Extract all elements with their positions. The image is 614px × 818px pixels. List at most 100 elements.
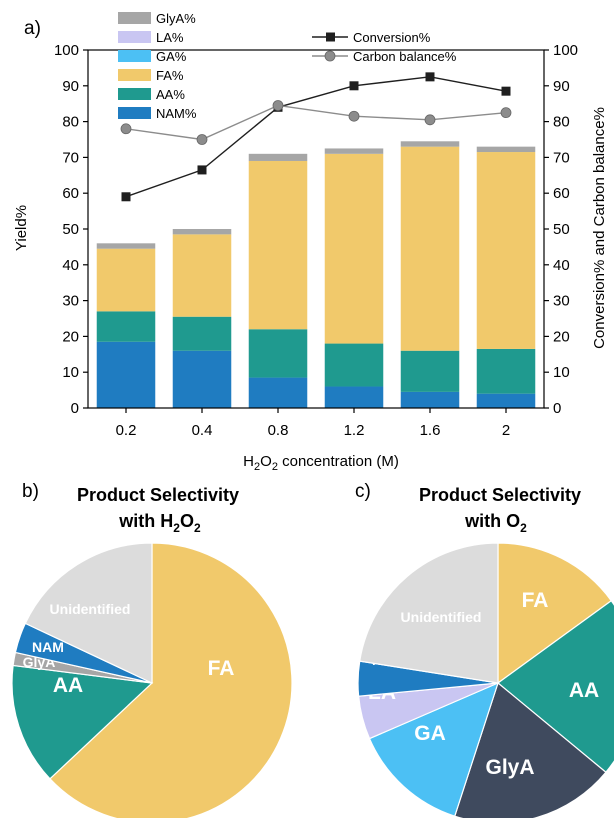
legend-marker-conversion: [326, 32, 335, 42]
legend-label-nam: NAM%: [156, 106, 197, 121]
bar-nam-0-4: [172, 350, 232, 408]
right-tick-label-30: 30: [553, 293, 570, 310]
slice-unidentified: [359, 542, 499, 684]
pie-b-title-line2: with H2O2: [118, 511, 201, 535]
legend-label-carbon: Carbon balance%: [353, 49, 457, 64]
bar-aa-1-2: [324, 343, 384, 387]
x-axis-label: H2O2 concentration (M): [243, 453, 399, 473]
bar-glya-2: [476, 146, 536, 153]
slice-label-aa: AA: [569, 679, 599, 702]
right-y-axis-label: Conversion% and Carbon balance%: [591, 107, 608, 349]
left-axis-ticks: 0 10 20 30 40 50 60 70 80 90 100: [54, 42, 88, 417]
bar-glya-1-6: [400, 141, 460, 147]
legend-swatch-aa: [118, 88, 151, 100]
bar-nam-0-8: [248, 377, 308, 408]
bar-nam-0-2: [96, 341, 156, 408]
bar-nam-1-2: [324, 386, 384, 408]
bar-aa-0-4: [172, 316, 232, 351]
right-tick-label-10: 10: [553, 364, 570, 381]
left-tick-label-40: 40: [62, 257, 79, 274]
legend-label-fa: FA%: [156, 68, 184, 83]
panel-label-a: a): [24, 18, 41, 39]
slice-label-nam: NAM: [32, 639, 64, 655]
x-tick-label-0-2: 0.2: [116, 422, 137, 439]
line-group: [120, 72, 512, 202]
panel-label-c: c): [355, 481, 371, 502]
x-tick-label-0-8: 0.8: [268, 422, 289, 439]
stacked-bar-chart: 0 10 20 30 40 50 60 70 80 90 100 0 10 20 30 40 50 60 70 80…: [13, 11, 608, 473]
panel-label-b: b): [22, 481, 39, 502]
legend-swatch-la: [118, 31, 151, 43]
legend-swatch-fa: [118, 69, 151, 81]
legend-swatch-nam: [118, 107, 151, 119]
bar-glya-0-8: [248, 153, 308, 161]
bar-fa-2: [476, 152, 536, 349]
x-tick-label-2: 2: [502, 422, 510, 439]
slice-fa: [49, 542, 293, 818]
bar-group: [96, 141, 536, 408]
point-carbon-2: [500, 107, 512, 119]
pie-b-title-line1: Product Selectivity: [77, 485, 239, 505]
left-tick-label-50: 50: [62, 221, 79, 238]
right-tick-label-90: 90: [553, 78, 570, 95]
point-carbon-0-2: [120, 123, 132, 135]
right-tick-label-50: 50: [553, 221, 570, 238]
slice-label-aa: AA: [53, 674, 83, 697]
right-tick-label-70: 70: [553, 149, 570, 166]
slice-unidentified: [24, 542, 153, 684]
bar-aa-0-2: [96, 311, 156, 342]
pie-chart-h2o2: Product Selectivity with H2O2 FAAAGlyANA…: [11, 485, 293, 818]
pie-c-slices: FAAAGlyAGALANAMUnidentified: [357, 542, 614, 818]
bar-fa-0-2: [96, 248, 156, 312]
point-carbon-1-6: [424, 114, 436, 126]
plot-frame: [87, 49, 545, 409]
line-legend: Conversion% Carbon balance%: [312, 30, 457, 64]
pie-c-title-line1: Product Selectivity: [419, 485, 581, 505]
legend-label-aa: AA%: [156, 87, 185, 102]
right-tick-label-20: 20: [553, 328, 570, 345]
bar-nam-2: [476, 393, 536, 408]
legend-marker-carbon: [324, 50, 336, 62]
pie-c-title-line2: with O2: [464, 511, 527, 535]
bar-fa-1-6: [400, 146, 460, 351]
point-carbon-1-2: [348, 110, 360, 122]
x-axis-ticks: 0.2 0.4 0.8 1.2 1.6 2: [116, 408, 510, 439]
left-tick-label-20: 20: [62, 328, 79, 345]
slice-glya: [453, 681, 607, 818]
point-carbon-0-8: [272, 100, 284, 111]
point-conversion-2: [501, 86, 511, 96]
bar-legend: GlyA% LA% GA% FA% AA% NAM%: [118, 11, 197, 121]
bar-fa-1-2: [324, 153, 384, 344]
bar-fa-0-4: [172, 234, 232, 317]
slice-fa: [497, 542, 613, 685]
bar-aa-2: [476, 348, 536, 394]
legend-label-conversion: Conversion%: [353, 30, 431, 45]
line-conversion: [125, 76, 507, 198]
slice-label-ga: GA: [414, 722, 446, 745]
right-tick-label-0: 0: [553, 400, 561, 417]
right-tick-label-100: 100: [553, 42, 578, 59]
bar-aa-1-6: [400, 350, 460, 392]
legend-label-glya: GlyA%: [156, 11, 196, 26]
legend-swatch-glya: [118, 12, 151, 24]
y-axis-label: Yield%: [13, 205, 30, 251]
x-tick-label-0-4: 0.4: [192, 422, 213, 439]
right-tick-label-60: 60: [553, 185, 570, 202]
slice-label-unidentified: Unidentified: [50, 601, 131, 617]
right-tick-label-80: 80: [553, 114, 570, 131]
left-tick-label-90: 90: [62, 78, 79, 95]
left-tick-label-60: 60: [62, 185, 79, 202]
right-axis-ticks: 0 10 20 30 40 50 60 70 80 90 100: [544, 42, 578, 417]
slice-ga: [368, 681, 499, 817]
point-conversion-1-6: [425, 72, 435, 82]
slice-label-fa: FA: [208, 657, 235, 680]
left-tick-label-80: 80: [62, 114, 79, 131]
left-tick-label-10: 10: [62, 364, 79, 381]
point-conversion-0-4: [197, 165, 207, 175]
slice-label-fa: FA: [522, 589, 549, 612]
x-tick-label-1-2: 1.2: [344, 422, 365, 439]
line-carbon: [125, 104, 507, 141]
bar-glya-0-2: [96, 243, 156, 249]
